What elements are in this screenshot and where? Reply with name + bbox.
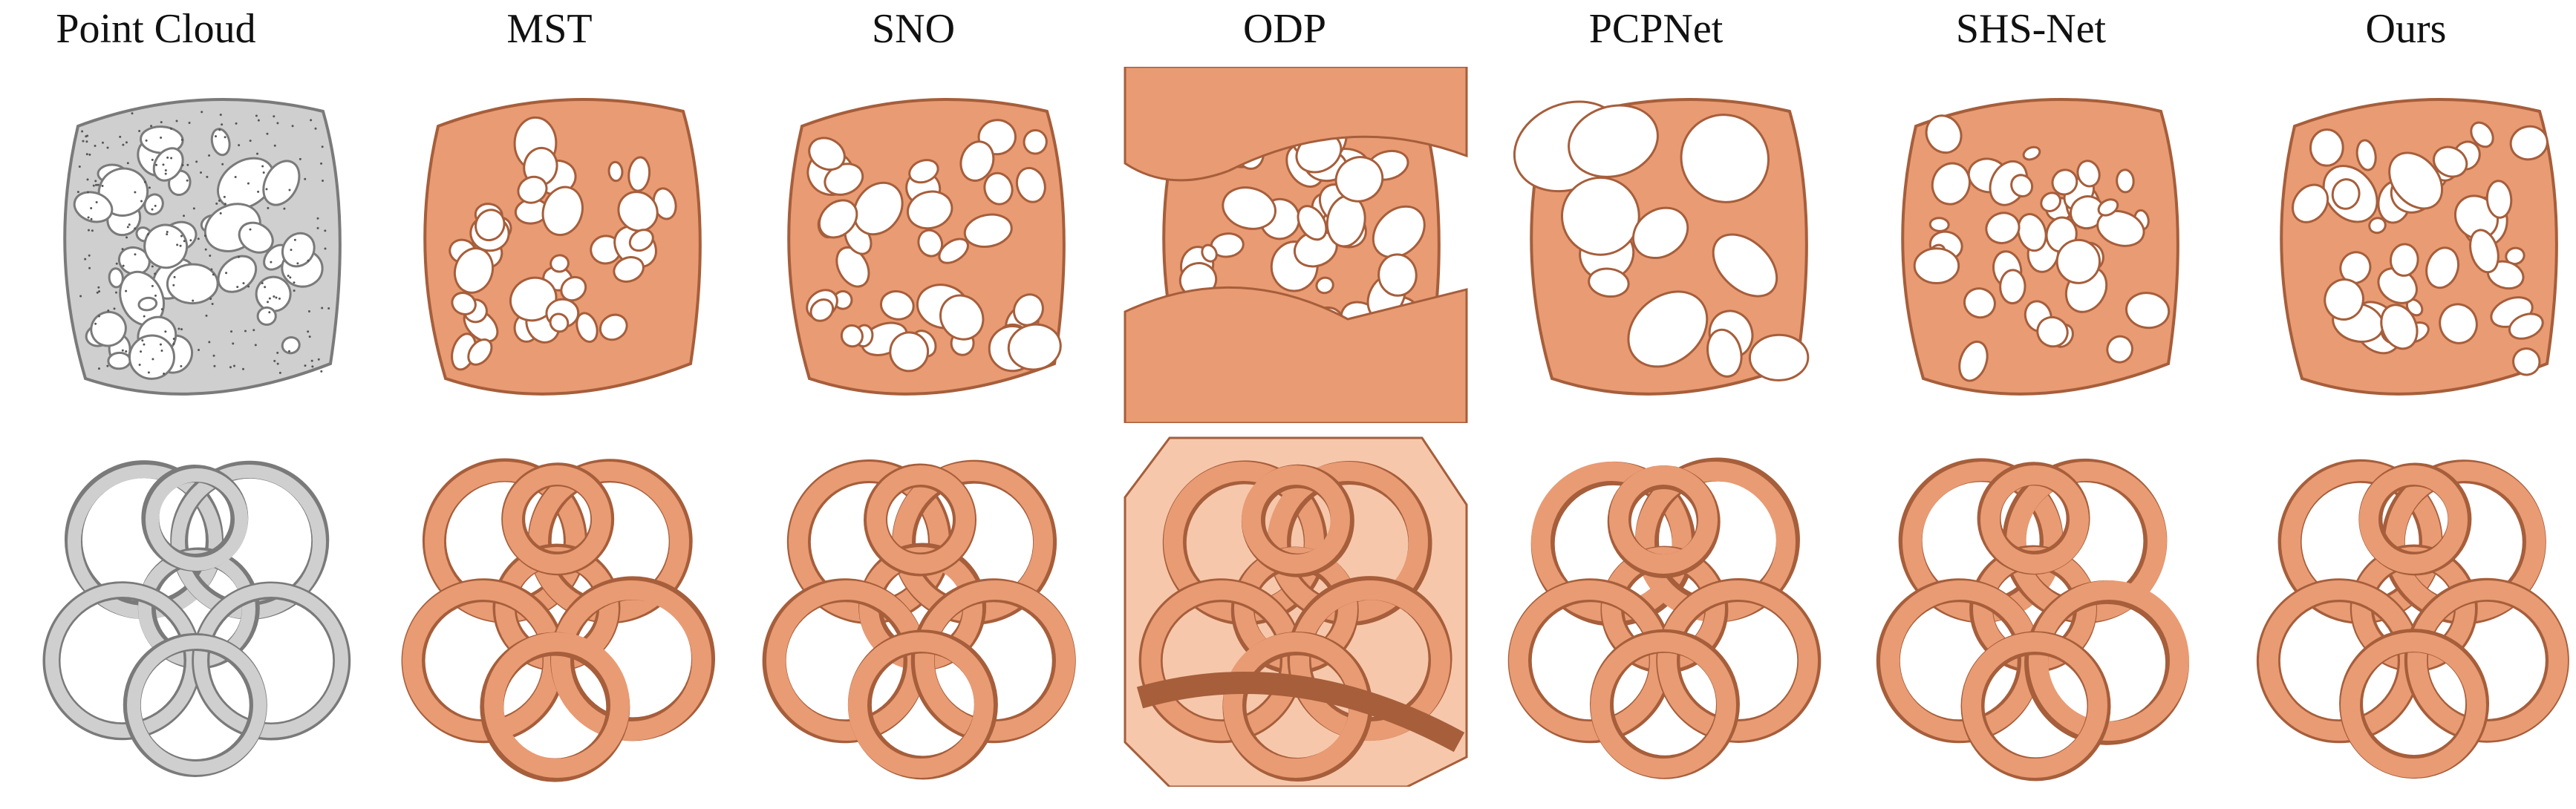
knot-sphere-model-point-cloud-render xyxy=(0,430,394,787)
voronoi-cage-model-odp-render xyxy=(1114,67,1478,423)
voronoi-cage-model-point-cloud-render xyxy=(0,67,394,423)
column-title-ours: Ours xyxy=(2365,6,2447,52)
voronoi-cage-model-mst-render xyxy=(386,67,728,423)
column-title-mst: MST xyxy=(506,6,593,52)
knot-sphere-model-shs-net-render xyxy=(1864,430,2205,787)
knot-sphere-model-odp-render xyxy=(1114,430,1478,787)
voronoi-cage-model-pcpnet-render xyxy=(1493,67,1834,423)
voronoi-cage-model-ours-render xyxy=(2243,67,2576,423)
voronoi-cage-model-sno-render xyxy=(750,67,1092,423)
column-title-shs-net: SHS-Net xyxy=(1955,6,2107,52)
column-title-sno: SNO xyxy=(871,6,956,52)
knot-sphere-model-sno-render xyxy=(750,430,1092,787)
column-title-point-cloud: Point Cloud xyxy=(56,6,256,52)
knot-sphere-model-pcpnet-render xyxy=(1493,430,1834,787)
voronoi-cage-model-shs-net-render xyxy=(1864,67,2205,423)
knot-sphere-model-ours-render xyxy=(2243,430,2576,787)
knot-sphere-model-mst-render xyxy=(386,430,728,787)
column-title-odp: ODP xyxy=(1242,6,1327,52)
column-title-pcpnet: PCPNet xyxy=(1588,6,1724,52)
